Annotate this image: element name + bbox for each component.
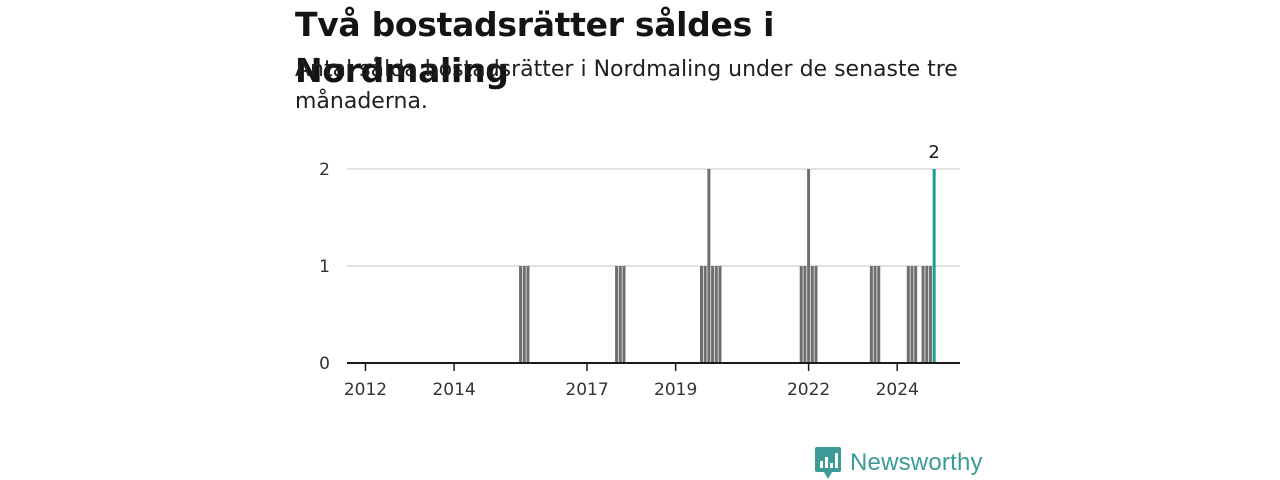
x-tick-label: 2024 <box>876 380 919 400</box>
bar <box>910 266 914 363</box>
bar <box>700 266 704 363</box>
bar <box>803 266 807 363</box>
bar <box>618 266 622 363</box>
bar <box>814 266 818 363</box>
bar <box>877 266 881 363</box>
newsworthy-brand[interactable]: Newsworthy <box>814 446 983 480</box>
gridlines <box>347 168 960 267</box>
axes <box>347 362 960 371</box>
x-tick-label: 2022 <box>787 380 830 400</box>
bar <box>718 266 722 363</box>
newsworthy-logo-icon <box>815 447 841 479</box>
x-tick-label: 2014 <box>432 380 475 400</box>
bar <box>873 266 877 363</box>
bar <box>914 266 918 363</box>
bar <box>703 266 707 363</box>
bar <box>707 169 711 363</box>
bar <box>519 266 523 363</box>
bar <box>799 266 803 363</box>
brand-name: Newsworthy <box>850 449 983 476</box>
highlight-data-label: 2 <box>928 142 939 163</box>
bar-chart: 0 1 2 2012 2014 2017 2019 2022 2024 2 <box>319 142 960 400</box>
chart-subtitle: Antal sålda bostadsrätter i Nordmaling u… <box>295 57 958 114</box>
x-tick-label: 2019 <box>654 380 697 400</box>
bar <box>869 266 873 363</box>
bar <box>711 266 715 363</box>
bar <box>522 266 526 363</box>
bar <box>714 266 718 363</box>
bar <box>928 266 932 363</box>
y-tick-label: 1 <box>319 257 330 277</box>
bar <box>925 266 929 363</box>
labels: 0 1 2 2012 2014 2017 2019 2022 2024 2 <box>319 142 940 400</box>
x-tick-label: 2017 <box>565 380 608 400</box>
x-tick-label: 2012 <box>344 380 387 400</box>
chart-title: Två bostadsrätter såldes i Nordmaling <box>295 5 775 90</box>
bar <box>526 266 530 363</box>
highlight-bar <box>932 169 936 363</box>
bar <box>622 266 626 363</box>
bar <box>615 266 619 363</box>
bar <box>906 266 910 363</box>
bar <box>921 266 925 363</box>
bar <box>810 266 814 363</box>
bar <box>807 169 811 363</box>
y-tick-label: 2 <box>319 160 330 180</box>
y-tick-label: 0 <box>319 354 330 374</box>
bars <box>519 169 936 363</box>
